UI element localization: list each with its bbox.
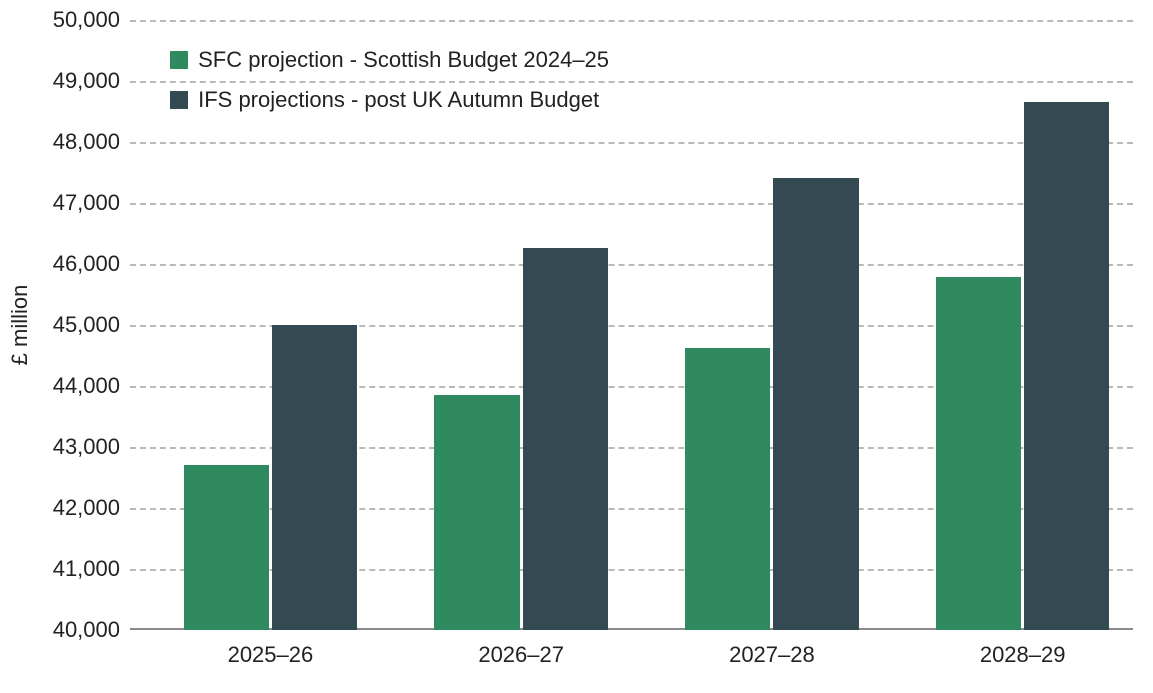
y-tick-label: 42,000 <box>53 495 130 521</box>
y-tick-label: 41,000 <box>53 556 130 582</box>
x-tick-label: 2027–28 <box>729 630 815 668</box>
bar <box>1024 102 1109 630</box>
grid-line <box>130 264 1133 266</box>
grid-line <box>130 203 1133 205</box>
bar <box>936 277 1021 630</box>
bar <box>773 178 858 630</box>
bar <box>434 395 519 630</box>
bar <box>685 348 770 630</box>
y-tick-label: 49,000 <box>53 68 130 94</box>
chart-container: £ million 40,00041,00042,00043,00044,000… <box>0 0 1153 693</box>
plot-area: 40,00041,00042,00043,00044,00045,00046,0… <box>130 20 1133 630</box>
y-axis-title: £ million <box>7 285 33 366</box>
legend-swatch <box>170 51 188 69</box>
grid-line <box>130 20 1133 22</box>
y-tick-label: 48,000 <box>53 129 130 155</box>
y-tick-label: 47,000 <box>53 190 130 216</box>
x-tick-label: 2028–29 <box>980 630 1066 668</box>
legend-swatch <box>170 91 188 109</box>
bar <box>272 325 357 630</box>
legend-item: IFS projections - post UK Autumn Budget <box>170 87 609 113</box>
bar <box>184 465 269 630</box>
y-tick-label: 44,000 <box>53 373 130 399</box>
y-tick-label: 50,000 <box>53 7 130 33</box>
y-tick-label: 40,000 <box>53 617 130 643</box>
grid-line <box>130 142 1133 144</box>
y-tick-label: 43,000 <box>53 434 130 460</box>
y-tick-label: 45,000 <box>53 312 130 338</box>
legend: SFC projection - Scottish Budget 2024–25… <box>170 47 609 127</box>
x-tick-label: 2025–26 <box>228 630 314 668</box>
legend-label: SFC projection - Scottish Budget 2024–25 <box>198 47 609 73</box>
legend-item: SFC projection - Scottish Budget 2024–25 <box>170 47 609 73</box>
bar <box>523 248 608 630</box>
y-tick-label: 46,000 <box>53 251 130 277</box>
legend-label: IFS projections - post UK Autumn Budget <box>198 87 599 113</box>
x-tick-label: 2026–27 <box>478 630 564 668</box>
